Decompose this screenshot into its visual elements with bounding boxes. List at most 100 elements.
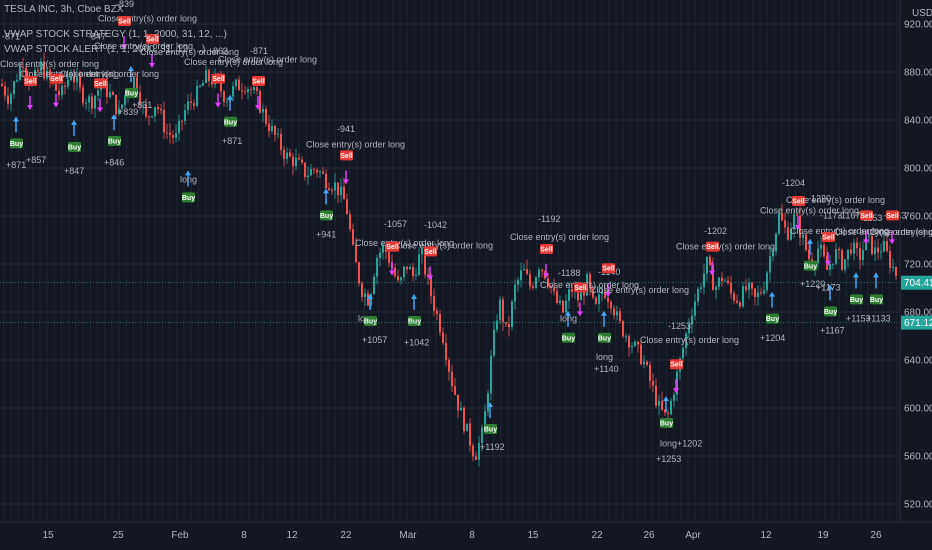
candle-body [481,427,483,443]
badge-box [860,210,873,221]
buy-arrow-head [769,291,775,297]
trade-annotation: Close entry(s) order long [510,232,609,242]
badge-text: Buy [484,427,497,434]
candle-body [820,244,822,249]
candle-body [55,83,57,91]
candle-body [178,120,180,134]
candle-body [115,94,117,115]
price-tags: 704.41 671.12 [0,275,932,330]
candle-body [295,157,297,167]
sell-marker-head [709,270,715,276]
sell-marker-head [53,102,59,108]
candle-body [88,96,90,103]
price-tick-label: 760.00 [904,212,932,223]
badge-text: Sell [94,81,107,88]
buy-arrow-head [601,310,607,316]
badge-box [252,76,265,86]
time-axis[interactable]: 15 25 Feb 8 12 22 Mar 8 15 22 26 Apr 12 19 26 [42,530,882,541]
candle-body [43,61,45,79]
sell-marker-head [577,311,583,317]
badge-box [94,78,107,89]
candle-body [199,85,201,87]
badge-text: Buy [320,213,333,220]
candle-body [493,329,495,356]
buy-badge: Buy [364,316,377,326]
candle-body [451,371,453,387]
trade-annotation: -1188 [558,268,580,278]
candle-body [847,249,849,260]
trade-annotation: -941 [337,124,355,134]
trade-annotation: Close entry(s) order long [184,57,283,67]
price-tick-label: 680.00 [904,308,932,319]
candle-body [58,90,60,96]
trade-annotation: -1192 [538,214,560,224]
badge-box [574,282,587,293]
candle-body [589,273,591,289]
candle-body [361,283,363,297]
badge-box [822,232,835,242]
trade-annotation: Close entry(s) order long [218,54,317,64]
candle-body [79,77,81,88]
trade-annotation: -871 [2,32,20,42]
candle-body [442,332,444,343]
badge-box [146,34,159,44]
trade-annotation: +941 [316,230,336,240]
sell-badge: Sell [340,150,353,161]
candle-body [457,394,459,411]
candle-body [271,125,273,132]
candle-body [382,244,384,253]
candle-body [301,159,303,163]
candle-body [112,92,114,95]
candle-body [706,256,708,274]
candle-body [580,292,582,301]
candle-body [883,241,885,252]
buy-badge: Buy [598,332,611,343]
trade-annotation: +1057 [362,335,387,345]
candle-body [82,87,84,104]
badge-text: Sell [340,153,353,160]
badge-box [792,196,805,206]
time-tick-label: 15 [527,530,539,541]
trade-annotation: Close entry(s) order long [760,206,859,216]
trade-annotation: +857 [26,155,46,165]
candle-body [607,297,609,302]
candle-body [256,87,258,91]
candle-body [685,333,687,348]
trade-annotation: Close entry(s) order long [394,240,493,250]
trade-annotation: -863 [210,46,228,56]
buy-arrow-head [411,294,417,299]
trade-annotation: +1042 [404,338,429,348]
candle-body [250,89,252,91]
time-tick-label: 8 [469,530,475,541]
badge-box [598,332,611,343]
candle-body [358,262,360,284]
candle-body [646,361,648,365]
price-axis[interactable]: 920.00 880.00 840.00 800.00 760.00 720.00 680.… [904,20,932,511]
buy-badge: Buy [10,138,23,149]
alert-legend[interactable]: VWAP STOCK ALERT (1, 1, 2000, 31, 12, ..… [4,44,205,55]
badge-box [10,138,23,149]
badge-box [68,142,81,152]
candle-body [709,256,711,266]
candle-body [571,289,573,292]
candle-body [40,61,42,72]
badge-box [408,316,421,326]
sell-marker-head [27,105,33,110]
sell-marker-head [889,239,895,245]
candle-body [343,186,345,200]
badge-box [386,241,399,252]
candle-body [520,270,522,281]
strategy-legend[interactable]: VWAP STOCK STRATEGY (1, 1, 2000, 31, 12,… [4,29,227,40]
candle-body [649,364,651,381]
candle-body [877,247,879,253]
trade-annotation: +871 [6,160,26,170]
trade-annotation: Close entry(s) order long [640,335,739,345]
badge-text: Sell [252,79,265,86]
badge-text: Buy [660,421,673,428]
badge-text: Buy [766,316,779,323]
candle-body [226,101,228,103]
badge-text: Sell [822,235,835,242]
time-tick-label: 26 [643,530,655,541]
candle-body [733,293,735,301]
